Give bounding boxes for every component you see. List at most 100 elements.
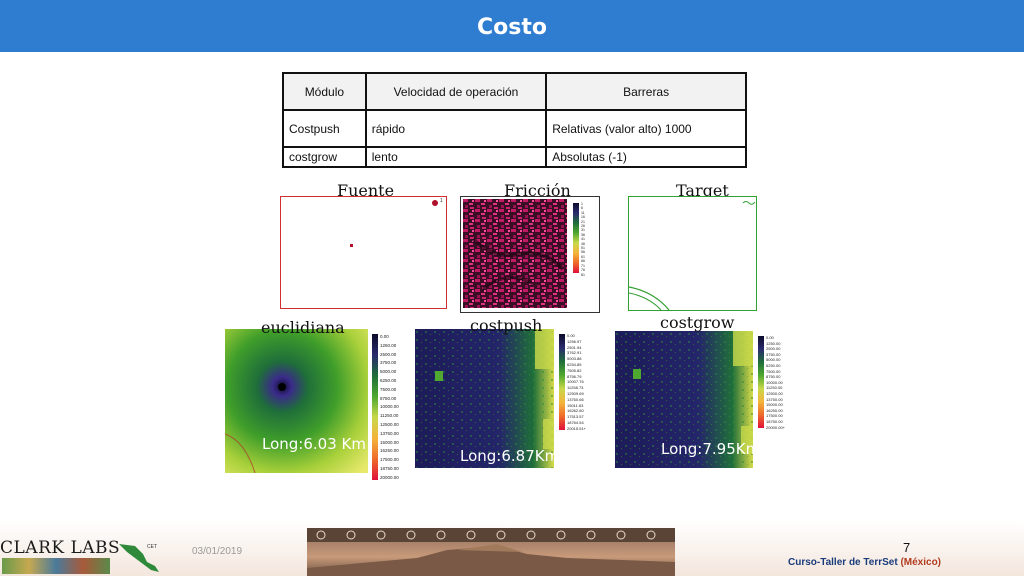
legend-label: 8756.79 [567, 373, 582, 379]
legend-label: 16 [581, 215, 585, 220]
legend-colorbar [559, 334, 565, 430]
legend-value: 1 [440, 198, 443, 204]
length-costpush: Long:6.87Km [460, 447, 560, 465]
legend-label: 12509.69 [567, 390, 584, 396]
legend-label: 46 [581, 241, 585, 246]
legend-label: 26 [581, 224, 585, 229]
legend-label: 6 [581, 206, 583, 211]
legend-label: 16250.00 [380, 448, 399, 454]
legend-label: 71 [581, 263, 585, 268]
legend-label: 1250.00 [380, 342, 397, 348]
legend-label: 36 [581, 232, 585, 237]
legend-label: 18750.00 [766, 418, 783, 424]
legend-label: 3762.91 [567, 350, 582, 356]
length-euclidiana: Long:6.03 Km [262, 435, 366, 453]
legend-label: 10000.00 [380, 404, 399, 410]
friccion-map [463, 199, 567, 308]
legend-label: 76 [581, 268, 585, 273]
legend-label: 2500.00 [380, 351, 397, 357]
legend-label: 3750.00 [766, 351, 781, 357]
legend-label: 15011.63 [567, 402, 584, 408]
legend-label: 61 [581, 254, 585, 259]
mexico-map-icon: CET [119, 544, 159, 572]
course-title: Curso-Taller de TerrSet (México) [788, 557, 941, 568]
caption-target: Target [676, 181, 729, 200]
legend-label: 1250.00 [766, 340, 781, 346]
legend-label: 81 [581, 272, 585, 277]
length-costgrow: Long:7.95Km [661, 440, 761, 458]
legend-label: 2501.94 [567, 344, 582, 350]
legend-label: 1 [581, 202, 583, 206]
legend-label: 20000.00 [380, 474, 399, 480]
legend-label: 6250.00 [766, 362, 781, 368]
legend-label: 11250.00 [380, 413, 399, 419]
legend-label: 11258.73 [567, 385, 584, 391]
table-cell: Absolutas (-1) [545, 146, 747, 168]
legend-label: 0.00 [567, 333, 575, 338]
table-cell: rápido [364, 109, 548, 148]
table-header: Barreras [545, 72, 747, 111]
legend-label: 3750.00 [380, 360, 397, 366]
course-country: (México) [900, 557, 942, 568]
legend-label: 12500.00 [380, 421, 399, 427]
legend-label: 18764.54 [567, 419, 584, 425]
legend-label: 5003.88 [567, 356, 582, 362]
table-cell: costgrow [282, 146, 367, 168]
fuente-map: 1 [280, 196, 447, 309]
caption-costgrow: costgrow [660, 313, 735, 332]
legend-labels: 1 6 11 16 21 26 31 36 41 46 51 56 61 66 71 76 81 [581, 202, 585, 277]
legend-colorbar [758, 336, 764, 428]
legend-label: 56 [581, 250, 585, 255]
legend-label: 12500.00 [766, 390, 783, 396]
legend-label: 51 [581, 246, 585, 251]
table-cell: lento [364, 146, 548, 168]
legend-label: 15000.00 [380, 439, 399, 445]
table-header: Módulo [282, 72, 367, 111]
costpush-legend: 0.00 1256.97 2501.94 3762.91 5003.88 6254.85 7… [557, 331, 597, 431]
page-number: 7 [903, 540, 911, 555]
legend-label: 13760.66 [567, 396, 584, 402]
legend-labels: 0.00 1256.97 2501.94 3762.91 5003.88 6254.85 7… [567, 333, 586, 432]
caption-costpush: costpush [470, 316, 543, 335]
clark-labs-logo: CLARK LABS [0, 538, 121, 558]
euclidiana-legend: 0.00 1250.00 2500.00 3750.00 5000.00 6250.00 7… [370, 331, 410, 481]
costgrow-legend: 0.00 1250.00 2500.00 3750.00 5000.00 6250.00 7… [756, 333, 796, 430]
table-row: costgrow lento Absolutas (-1) [282, 146, 747, 168]
table-cell: Costpush [282, 109, 367, 148]
legend-label: 11 [581, 210, 585, 215]
euclidiana-map [225, 329, 368, 473]
caption-euclidiana: euclidiana [261, 318, 345, 337]
table-row: Costpush rápido Relativas (valor alto) 1… [282, 109, 747, 148]
module-table: Módulo Velocidad de operación Barreras C… [282, 72, 747, 168]
legend-label: 20000.00+ [766, 424, 786, 430]
legend-label: 7505.82 [567, 367, 582, 373]
legend-swatch [432, 200, 438, 206]
legend-colorbar [372, 334, 378, 480]
slide-title: Costo [477, 15, 547, 40]
legend-label: 41 [581, 237, 585, 242]
legend-label: 7500.00 [380, 386, 397, 392]
caption-friccion: Fricción [504, 181, 571, 200]
costgrow-map [615, 331, 753, 468]
legend-label: 20015.51+ [567, 425, 587, 431]
logo-image-strip [2, 558, 110, 574]
friccion-panel: 1 6 11 16 21 26 31 36 41 46 51 56 61 66 71 76 81 [460, 196, 600, 313]
caption-fuente: Fuente [337, 181, 395, 200]
legend-label: 17513.57 [567, 414, 584, 420]
friccion-legend: 1 6 11 16 21 26 31 36 41 46 51 56 61 66 71 76 81 [571, 200, 597, 277]
table-cell: Relativas (valor alto) 1000 [545, 109, 747, 148]
legend-label: 31 [581, 228, 585, 233]
legend-label: 10007.76 [567, 379, 584, 385]
legend-colorbar [573, 203, 579, 273]
legend-label: 0.00 [380, 334, 389, 339]
svg-text:CET: CET [147, 544, 157, 550]
legend-label: 21 [581, 219, 585, 224]
legend-label: 5000.00 [380, 369, 397, 375]
target-map [628, 196, 757, 311]
legend-label: 13750.00 [766, 396, 783, 402]
legend-label: 10000.00 [766, 379, 783, 385]
table-header-row: Módulo Velocidad de operación Barreras [282, 72, 747, 111]
target-features [629, 201, 756, 310]
legend-label: 17500.00 [380, 457, 399, 463]
legend-label: 8750.00 [380, 395, 397, 401]
